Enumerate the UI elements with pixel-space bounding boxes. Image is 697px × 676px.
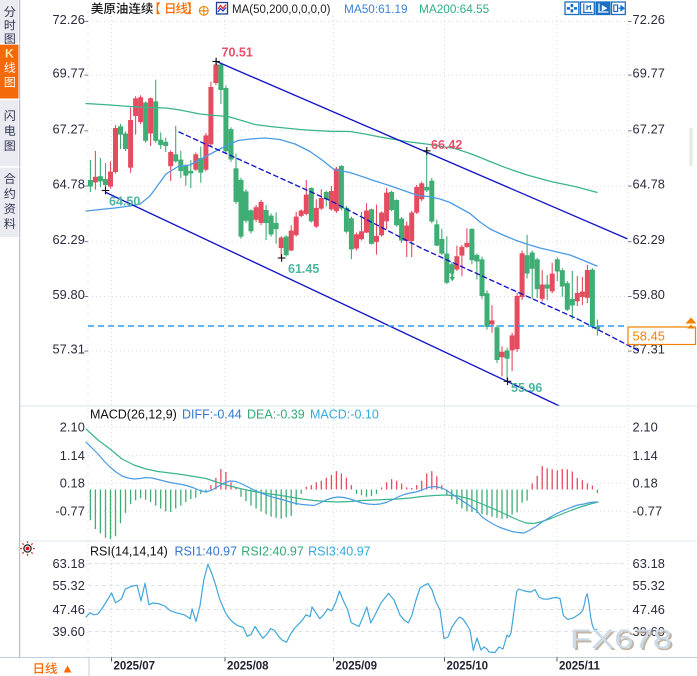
svg-text:RSI2:40.97: RSI2:40.97 [241, 545, 304, 559]
svg-text:MA200:64.55: MA200:64.55 [419, 2, 490, 16]
svg-text:39.60: 39.60 [52, 624, 85, 639]
svg-text:47.46: 47.46 [52, 602, 85, 617]
svg-text:66.42: 66.42 [431, 138, 462, 152]
svg-text:57.31: 57.31 [633, 342, 666, 357]
svg-text:-0.77: -0.77 [633, 504, 663, 519]
svg-text:RSI(14,14,14): RSI(14,14,14) [90, 545, 168, 559]
svg-text:59.80: 59.80 [633, 287, 666, 302]
svg-text:RSI1:40.97: RSI1:40.97 [175, 545, 238, 559]
svg-text:0.18: 0.18 [633, 476, 658, 491]
svg-text:67.27: 67.27 [52, 121, 85, 136]
svg-text:61.45: 61.45 [288, 262, 319, 276]
svg-text:1.14: 1.14 [60, 448, 85, 463]
svg-text:DEA:-0.39: DEA:-0.39 [247, 408, 305, 422]
svg-text:72.26: 72.26 [633, 12, 666, 27]
svg-text:69.77: 69.77 [52, 66, 85, 81]
svg-text:MA50:61.19: MA50:61.19 [344, 2, 408, 16]
svg-text:2025/10: 2025/10 [447, 661, 489, 673]
svg-text:70.51: 70.51 [222, 46, 253, 60]
svg-text:K: K [5, 47, 14, 61]
svg-text:58.45: 58.45 [633, 329, 666, 344]
svg-text:67.27: 67.27 [633, 121, 666, 136]
svg-text:2025/08: 2025/08 [227, 661, 269, 673]
svg-text:2025/07: 2025/07 [114, 661, 156, 673]
svg-text:47.46: 47.46 [633, 602, 666, 617]
svg-text:2025/11: 2025/11 [559, 661, 601, 673]
svg-text:MACD(26,12,9): MACD(26,12,9) [90, 408, 177, 422]
svg-text:63.18: 63.18 [633, 556, 666, 571]
svg-text:64.50: 64.50 [109, 195, 140, 209]
svg-text:0.18: 0.18 [60, 476, 85, 491]
svg-text:72.26: 72.26 [52, 12, 85, 27]
svg-text:55.32: 55.32 [633, 578, 666, 593]
svg-text:62.29: 62.29 [52, 232, 85, 247]
svg-text:-0.77: -0.77 [55, 504, 85, 519]
svg-text:RSI3:40.97: RSI3:40.97 [308, 545, 371, 559]
svg-text:62.29: 62.29 [633, 232, 666, 247]
svg-text:64.78: 64.78 [52, 177, 85, 192]
svg-text:FX678: FX678 [572, 626, 674, 656]
svg-text:DIFF:-0.44: DIFF:-0.44 [182, 408, 242, 422]
svg-text:2025/09: 2025/09 [336, 661, 378, 673]
svg-text:MA(50,200,0,0,0,0): MA(50,200,0,0,0,0) [232, 4, 331, 16]
svg-text:59.80: 59.80 [52, 287, 85, 302]
svg-text:64.78: 64.78 [633, 177, 666, 192]
svg-text:2.10: 2.10 [633, 419, 658, 434]
svg-text:2.10: 2.10 [60, 419, 85, 434]
svg-text:MACD:-0.10: MACD:-0.10 [310, 408, 379, 422]
svg-text:39.60: 39.60 [633, 624, 666, 639]
svg-text:63.18: 63.18 [52, 556, 85, 571]
svg-text:57.31: 57.31 [52, 342, 85, 357]
svg-text:55.32: 55.32 [52, 578, 85, 593]
svg-text:55.96: 55.96 [511, 381, 542, 395]
svg-text:FX678: FX678 [570, 624, 672, 654]
svg-text:69.77: 69.77 [633, 66, 666, 81]
svg-text:1.14: 1.14 [633, 448, 658, 463]
